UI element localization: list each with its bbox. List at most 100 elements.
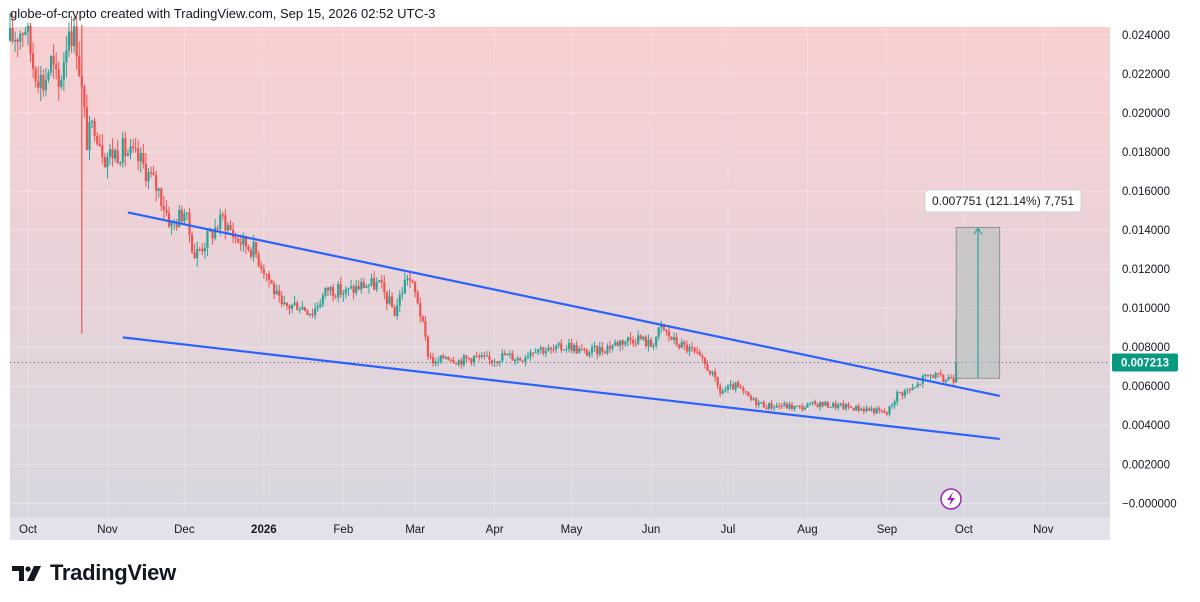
candle-body — [834, 403, 837, 409]
price-range-measure[interactable]: 0.007751 (121.14%) 7,751 — [924, 189, 1082, 379]
candle-body — [267, 273, 271, 280]
candle-body — [485, 355, 489, 357]
candle-body — [239, 242, 242, 245]
price-tick-label: 0.020000 — [1122, 108, 1170, 120]
time-tick-label: May — [561, 524, 583, 536]
candle-body — [349, 286, 353, 289]
candle-body — [370, 278, 373, 286]
tradingview-logo[interactable]: TradingView — [12, 560, 176, 586]
candle-body — [8, 28, 12, 41]
candle-body — [662, 324, 665, 330]
candle-body — [188, 212, 191, 235]
candle-body — [106, 156, 109, 168]
candle-body — [483, 355, 486, 357]
candle-body — [401, 293, 404, 295]
candle-body — [116, 150, 119, 164]
candle-body — [819, 402, 822, 408]
candle-body — [129, 146, 132, 154]
trendlines[interactable] — [122, 211, 1000, 441]
candle-body — [331, 287, 335, 297]
candle-body — [629, 337, 632, 340]
candle-body — [493, 361, 496, 363]
time-tick-label: Oct — [19, 524, 38, 536]
candle-body — [611, 345, 614, 349]
candle-body — [803, 407, 806, 410]
candle-body — [357, 285, 360, 290]
candle-body — [947, 377, 950, 381]
measure-label-box — [924, 189, 1082, 213]
time-tick-label: Apr — [486, 524, 504, 536]
candle-body — [229, 224, 232, 230]
chart[interactable]: 0.007751 (121.14%) 7,751 0.024000 0.02200… — [0, 0, 1200, 560]
candle-body — [160, 188, 163, 207]
candle-body — [744, 391, 747, 393]
candle-body — [393, 307, 396, 316]
candle-body — [683, 341, 686, 345]
candle-body — [647, 339, 650, 347]
candle-body — [288, 305, 291, 309]
candle-body — [298, 309, 301, 311]
candle-body — [139, 152, 142, 162]
candle-body — [44, 79, 47, 91]
candle-body — [16, 39, 19, 42]
candle-body — [162, 206, 165, 210]
candle-body — [411, 280, 414, 283]
candle-body — [885, 412, 889, 415]
candle-body — [901, 392, 904, 396]
candle-body — [678, 344, 681, 348]
alert-lightning-icon[interactable] — [940, 488, 962, 510]
candle-body — [90, 120, 94, 123]
candle-body — [201, 248, 204, 252]
candle-body — [826, 401, 830, 408]
candle-body — [788, 404, 791, 409]
candle-body — [590, 347, 594, 353]
price-tick-label: 0.016000 — [1122, 186, 1170, 198]
candle-body — [252, 241, 255, 257]
candle-body — [262, 268, 265, 274]
candle-body — [739, 386, 742, 389]
candle-body — [506, 353, 509, 356]
candle-body — [603, 351, 606, 353]
candle-body — [390, 296, 394, 308]
candle-body — [296, 302, 299, 311]
candle-body — [790, 404, 794, 409]
candle-body — [501, 353, 504, 362]
candle-body — [903, 390, 906, 396]
candle-body — [149, 171, 153, 174]
candle-body — [29, 25, 32, 54]
candle-body — [734, 382, 737, 390]
candle-body — [167, 212, 171, 227]
candle-body — [293, 302, 296, 305]
candle-body — [67, 31, 71, 51]
candle-body — [119, 162, 122, 164]
candle-body — [203, 247, 206, 252]
price-tick-label: 0.018000 — [1122, 147, 1170, 159]
candle-body — [755, 398, 758, 406]
candle-body — [275, 290, 278, 295]
candle-body — [473, 355, 476, 363]
time-tick-label: Aug — [797, 524, 817, 536]
candle-body — [588, 352, 591, 356]
candle-body — [311, 313, 314, 316]
candle-body — [606, 346, 609, 353]
candle-body — [562, 349, 565, 351]
candle-body — [516, 358, 519, 361]
candle-body — [316, 306, 319, 309]
candle-body — [796, 405, 799, 407]
candle-body — [488, 355, 491, 360]
candle-body — [552, 349, 555, 351]
candle-body — [503, 353, 506, 356]
candle-body — [598, 347, 601, 355]
candle-body — [557, 343, 560, 346]
candle-body — [190, 234, 194, 253]
time-tick-label: 2026 — [251, 524, 277, 536]
candle-body — [437, 361, 440, 363]
candle-body — [421, 316, 424, 322]
candle-body — [655, 336, 658, 346]
candle-body — [396, 305, 399, 316]
price-tick-label: 0.022000 — [1122, 69, 1170, 81]
candle-body — [26, 25, 30, 32]
candle-body — [642, 336, 645, 340]
time-axis[interactable]: Oct Nov Dec 2026 Feb Mar Apr May Jun Jul Aug Sep Oct… — [19, 524, 1054, 536]
price-axis[interactable]: 0.024000 0.022000 0.020000 0.018000 0.016000… — [1112, 30, 1178, 511]
